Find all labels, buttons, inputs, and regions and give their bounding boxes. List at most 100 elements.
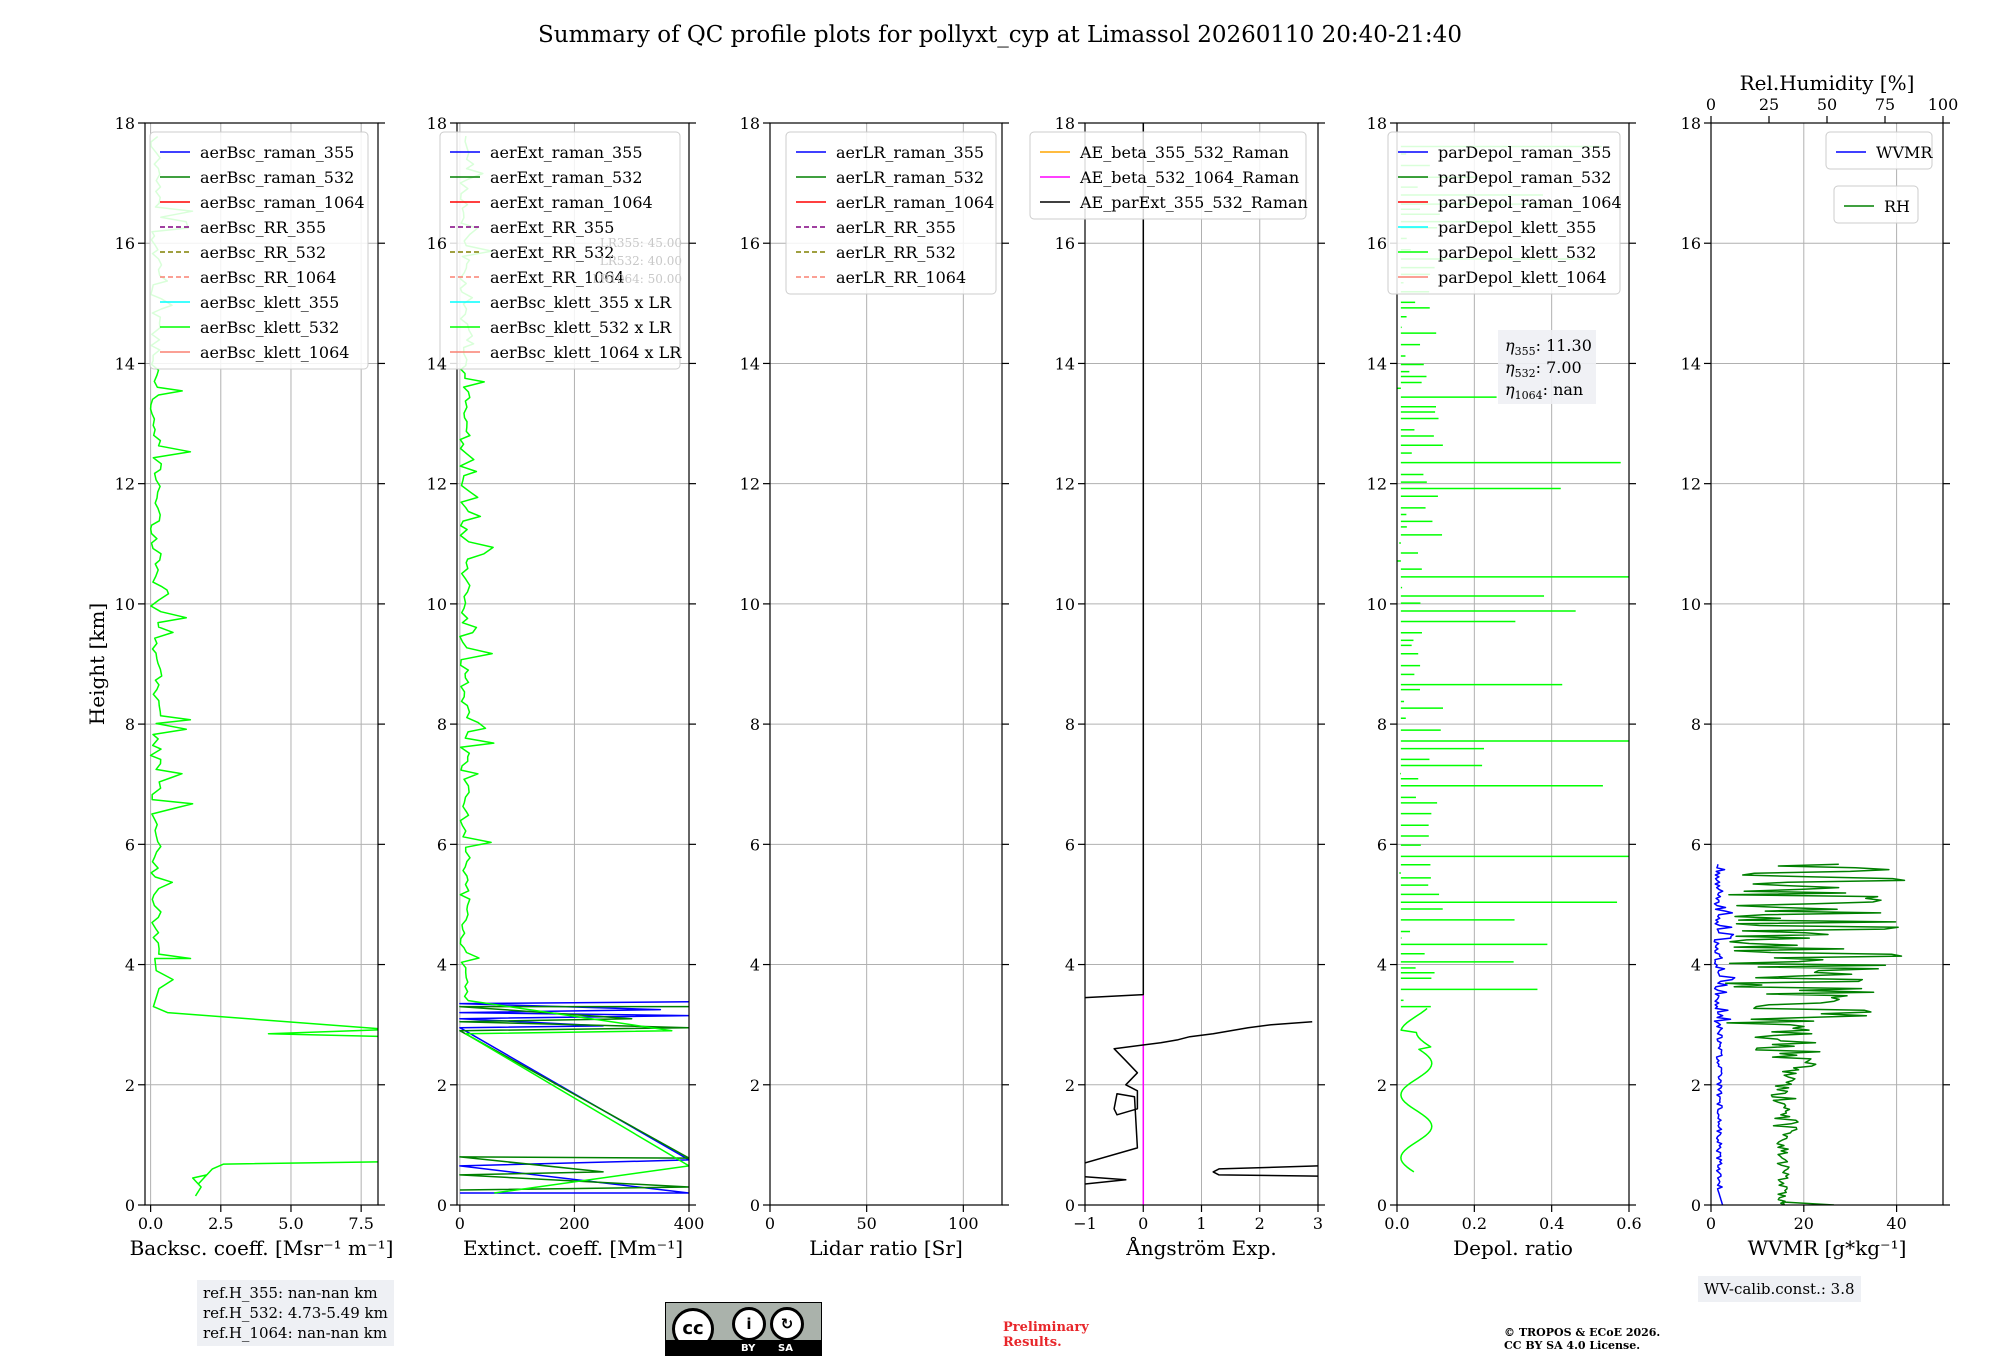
x-tick-label: 0.0 (138, 1214, 163, 1233)
badge-by-label: BY (741, 1343, 756, 1354)
legend-label: aerBsc_raman_532 (200, 168, 354, 187)
y-tick-label: 10 (1055, 595, 1075, 614)
y-tick-label: 18 (1681, 114, 1701, 133)
y-tick-label: 12 (1367, 475, 1387, 494)
legend-label: aerBsc_RR_532 (200, 243, 326, 262)
legend-label: aerExt_RR_1064 (490, 268, 625, 287)
y-tick-label: 18 (1055, 114, 1075, 133)
legend-label: parDepol_raman_532 (1438, 168, 1611, 187)
y-tick-label: 10 (1681, 595, 1701, 614)
series-line-AE_parExt_355_532_Raman_b (1085, 1020, 1313, 1164)
y-tick-label: 2 (1691, 1076, 1701, 1095)
legend-label: aerExt_raman_355 (490, 143, 643, 162)
y-tick-label: 6 (1065, 835, 1075, 854)
x-tick-label: −1 (1073, 1214, 1097, 1233)
y-tick-label: 8 (1691, 715, 1701, 734)
y-tick-label: 0 (750, 1196, 760, 1215)
share-alike-icon: ↻ (770, 1307, 804, 1341)
y-tick-label: 18 (115, 114, 135, 133)
y-tick-label: 14 (740, 354, 760, 373)
axes-frame (769, 122, 1003, 1206)
y-tick-label: 4 (1691, 956, 1701, 975)
legend-label: parDepol_klett_355 (1438, 218, 1596, 237)
panel-bsc (138, 122, 385, 1212)
y-tick-label: 14 (1055, 354, 1075, 373)
cc-by-sa-badge: cc i ↻ BY SA (665, 1302, 822, 1356)
y-tick-label: 8 (750, 715, 760, 734)
legend-label: aerLR_raman_1064 (836, 193, 994, 212)
y-tick-label: 2 (437, 1076, 447, 1095)
x-axis-label: Ångström Exp. (1125, 1235, 1276, 1260)
x-tick-label: 0.6 (1616, 1214, 1641, 1233)
series-line-AE_parExt_355_532_Raman (1085, 123, 1145, 999)
legend-label: parDepol_raman_355 (1438, 143, 1611, 162)
x-axis-label: WVMR [g*kg⁻¹] (1748, 1236, 1907, 1260)
x-tick-label: 0.0 (1384, 1214, 1409, 1233)
legend-label: aerExt_RR_355 (490, 218, 614, 237)
legend-label: aerBsc_RR_355 (200, 218, 326, 237)
y-tick-label: 16 (1055, 234, 1075, 253)
axes-frame (1710, 122, 1944, 1206)
x2-tick-label: 25 (1759, 95, 1779, 114)
y-tick-label: 12 (740, 475, 760, 494)
series-line-WVMR (1713, 864, 1736, 1205)
legend-label: aerLR_RR_532 (836, 243, 956, 262)
y-tick-label: 16 (115, 234, 135, 253)
x-tick-label: 2.5 (208, 1214, 233, 1233)
attribution-icon: i (732, 1307, 766, 1341)
legend-box (149, 131, 369, 370)
y-tick-label: 4 (125, 956, 135, 975)
y-tick-label: 0 (125, 1196, 135, 1215)
legend-label: RH (1884, 197, 1910, 216)
ref-height-532: ref.H_532: 4.73-5.49 km (203, 1304, 388, 1322)
y-tick-label: 14 (1367, 354, 1387, 373)
y-tick-label: 4 (750, 956, 760, 975)
y-tick-label: 16 (427, 234, 447, 253)
x-tick-label: 1 (1196, 1214, 1206, 1233)
x-tick-label: 0.4 (1539, 1214, 1564, 1233)
legend-label: aerBsc_klett_532 x LR (490, 318, 672, 337)
legend-label: aerExt_raman_532 (490, 168, 643, 187)
axes-frame (144, 122, 379, 1206)
y-tick-label: 16 (1681, 234, 1701, 253)
legend-label: aerBsc_raman_355 (200, 143, 354, 162)
y-tick-label: 12 (427, 475, 447, 494)
y-tick-label: 4 (1377, 956, 1387, 975)
y-tick-label: 16 (1367, 234, 1387, 253)
legend-label: aerBsc_klett_355 (200, 293, 339, 312)
y-tick-label: 6 (1377, 835, 1387, 854)
x-tick-label: 200 (559, 1214, 590, 1233)
ref-height-355: ref.H_355: nan-nan km (203, 1284, 378, 1302)
eta-value: η532: 7.00 (1505, 358, 1582, 380)
y-tick-label: 0 (1065, 1196, 1075, 1215)
legend-label: aerLR_raman_532 (836, 168, 984, 187)
badge-band (666, 1340, 821, 1355)
y-tick-label: 18 (1367, 114, 1387, 133)
y-axis-label: Height [km] (85, 603, 109, 725)
legend-box (1029, 131, 1307, 220)
badge-sa-label: SA (778, 1343, 793, 1354)
y-tick-label: 14 (1681, 354, 1701, 373)
legend-label: parDepol_klett_532 (1438, 243, 1596, 262)
y-tick-label: 14 (115, 354, 135, 373)
x-tick-label: 400 (674, 1214, 705, 1233)
y-tick-label: 8 (1065, 715, 1075, 734)
y-tick-label: 8 (1377, 715, 1387, 734)
plot-area-ae (1085, 123, 1318, 1205)
legend-box (1833, 185, 1919, 224)
copyright-line-1: © TROPOS & ECoE 2026. (1504, 1326, 1661, 1339)
x2-tick-label: 75 (1875, 95, 1895, 114)
x-tick-label: 0.2 (1462, 1214, 1487, 1233)
legend-label: aerExt_raman_1064 (490, 193, 653, 212)
wv-calibration-constant: WV-calib.const.: 3.8 (1704, 1280, 1855, 1298)
series-line-AE_parExt_355_532_Raman_d (1212, 1165, 1318, 1177)
legend-label: aerLR_RR_355 (836, 218, 956, 237)
x-axis-label: Depol. ratio (1453, 1236, 1573, 1260)
legend-box (1825, 131, 1933, 170)
legend-label: parDepol_raman_1064 (1438, 193, 1622, 212)
y-tick-label: 12 (1681, 475, 1701, 494)
x-tick-label: 7.5 (348, 1214, 373, 1233)
legend-box (785, 131, 997, 295)
y-tick-label: 6 (437, 835, 447, 854)
